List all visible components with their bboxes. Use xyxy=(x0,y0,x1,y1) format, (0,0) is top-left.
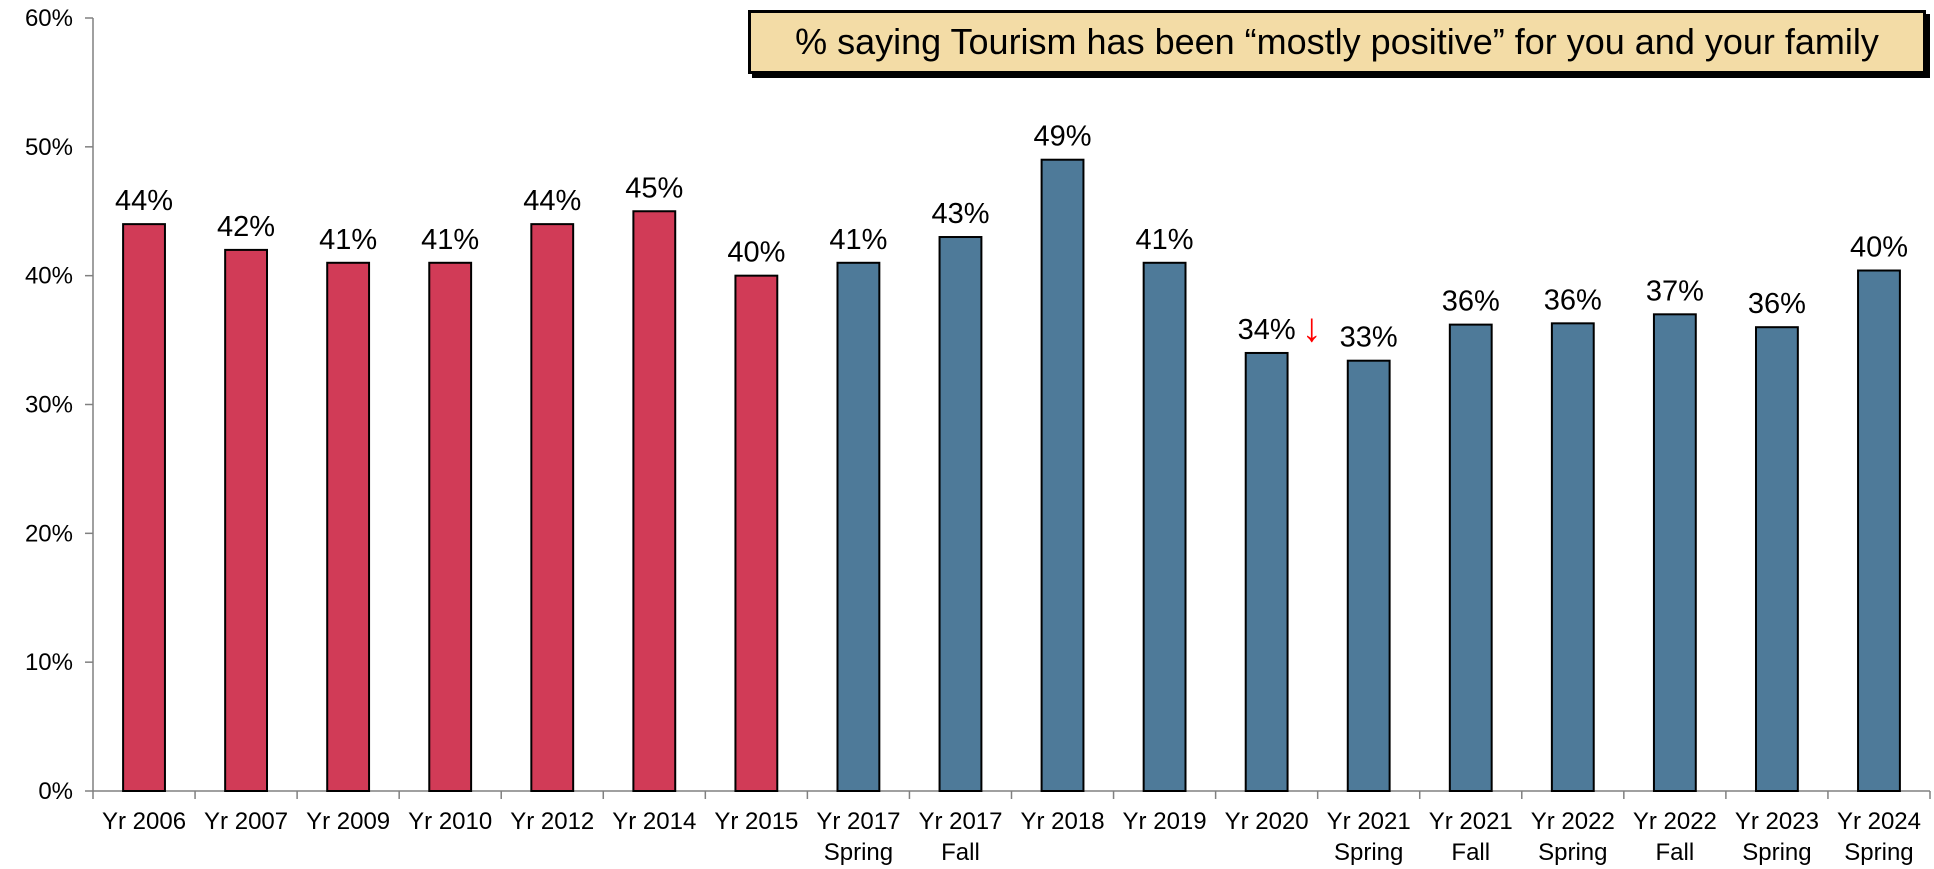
data-label: 34% xyxy=(1238,314,1296,346)
data-label: 37% xyxy=(1646,275,1704,307)
bar xyxy=(734,274,779,792)
bar xyxy=(1754,326,1799,792)
x-tick-label: Yr 2021 Spring xyxy=(1327,808,1411,866)
bar xyxy=(1040,158,1085,792)
bar xyxy=(938,236,983,792)
y-tick-label: 30% xyxy=(25,392,73,419)
bar xyxy=(1244,351,1289,792)
bar xyxy=(530,223,575,792)
x-tick-label: Yr 2017 Spring xyxy=(816,808,900,866)
bar xyxy=(224,248,269,792)
x-tick-label: Yr 2006 xyxy=(102,808,186,835)
x-tick-label: Yr 2020 xyxy=(1225,808,1309,835)
x-tick-label: Yr 2018 xyxy=(1020,808,1104,835)
bar xyxy=(1857,269,1901,793)
x-tick-label: Yr 2022 Fall xyxy=(1633,808,1717,866)
bar xyxy=(836,261,881,792)
bar xyxy=(326,261,371,792)
x-tick-label: Yr 2012 xyxy=(510,808,594,835)
data-label: 43% xyxy=(931,198,989,230)
y-tick-label: 60% xyxy=(25,5,73,32)
x-tick-label: Yr 2022 Spring xyxy=(1531,808,1615,866)
x-tick-label: Yr 2021 Fall xyxy=(1429,808,1513,866)
data-label: 40% xyxy=(1850,232,1908,264)
chart-title: % saying Tourism has been “mostly positi… xyxy=(748,10,1926,74)
y-tick-label: 10% xyxy=(25,649,73,676)
bar xyxy=(428,261,473,792)
data-label: 40% xyxy=(727,237,785,269)
x-tick-label: Yr 2009 xyxy=(306,808,390,835)
bar xyxy=(1142,261,1187,792)
data-label: 36% xyxy=(1442,286,1500,318)
data-label: 41% xyxy=(829,224,887,256)
data-label: 49% xyxy=(1034,121,1092,153)
x-tick-label: Yr 2014 xyxy=(612,808,696,835)
data-label: 45% xyxy=(625,172,683,204)
data-labels: 44% 42% 41% 41% 44% 45% 40% 41% 43% 49% 41% 34% 33% 3… xyxy=(115,121,1908,354)
x-tick-label: Yr 2024 Spring xyxy=(1837,808,1921,866)
bar xyxy=(1652,313,1697,792)
data-label: 36% xyxy=(1748,288,1806,320)
y-tick-label: 40% xyxy=(25,263,73,290)
y-tick-label: 50% xyxy=(25,134,73,161)
data-label: 42% xyxy=(217,211,275,243)
x-tick-label: Yr 2007 xyxy=(204,808,288,835)
x-tick-label: Yr 2017 Fall xyxy=(918,808,1002,866)
x-tick-labels: Yr 2006 Yr 2007 Yr 2009 Yr 2010 Yr 2012 Yr 20… xyxy=(102,808,1921,866)
data-label: 44% xyxy=(115,185,173,217)
x-tick-label: Yr 2010 xyxy=(408,808,492,835)
data-label: 41% xyxy=(319,224,377,256)
data-label: 41% xyxy=(1136,224,1194,256)
data-label: 33% xyxy=(1340,322,1398,354)
bar xyxy=(1448,323,1493,792)
y-tick-labels: 0% 10% 20% 30% 40% 50% 60% xyxy=(25,5,73,805)
data-label: 36% xyxy=(1544,284,1602,316)
data-label: 41% xyxy=(421,224,479,256)
bar xyxy=(1550,322,1595,792)
bar xyxy=(1346,359,1391,792)
x-tick-label: Yr 2023 Spring xyxy=(1735,808,1819,866)
y-tick-label: 0% xyxy=(38,778,73,805)
bar xyxy=(632,210,677,792)
data-label: 44% xyxy=(523,185,581,217)
y-tick-label: 20% xyxy=(25,520,73,547)
x-tick-label: Yr 2019 xyxy=(1123,808,1207,835)
bar xyxy=(122,223,166,792)
bars xyxy=(122,158,1901,793)
x-tick-label: Yr 2015 xyxy=(714,808,798,835)
decrease-arrow-icon: ↓ xyxy=(1302,306,1322,350)
axes xyxy=(85,17,1931,799)
